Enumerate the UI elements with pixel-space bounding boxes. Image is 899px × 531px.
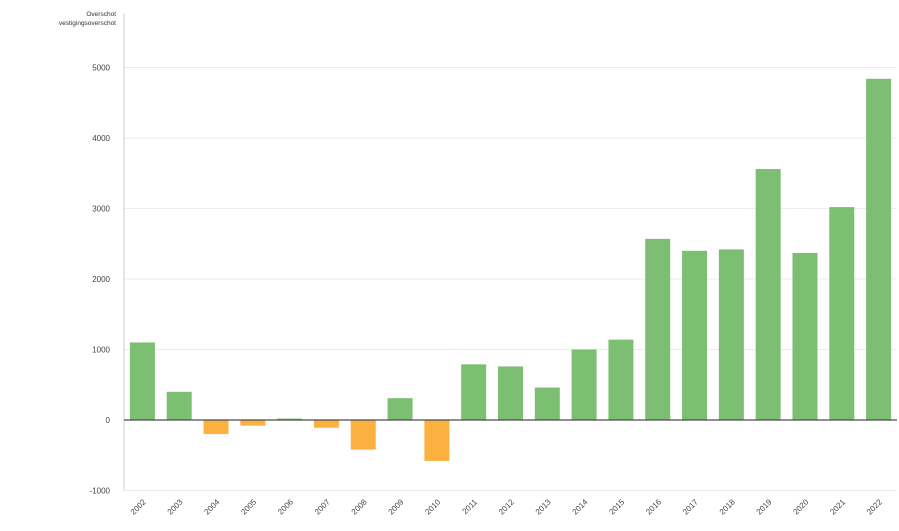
bar-2017	[682, 250, 708, 420]
x-tick-label: 2020	[791, 497, 810, 516]
y-axis-label-line: vestigingsoverschot	[59, 20, 116, 27]
bar-2019	[755, 169, 781, 420]
gridlines	[124, 67, 897, 491]
bar-2007	[313, 420, 339, 428]
bar-2004	[203, 420, 229, 435]
x-tick-label: 2006	[276, 497, 295, 516]
x-tick-label: 2017	[681, 497, 700, 516]
x-tick-label: 2008	[350, 497, 369, 516]
x-tick-label: 2015	[607, 497, 626, 516]
y-tick-label: 2000	[92, 275, 110, 284]
bar-2016	[645, 238, 671, 420]
bar-2010	[424, 420, 450, 461]
bar-2015	[608, 339, 634, 420]
x-tick-label: 2013	[534, 497, 553, 516]
x-tick-label: 2021	[828, 497, 847, 516]
y-tick-label: 0	[106, 416, 111, 425]
bar-2013	[534, 387, 560, 420]
x-tick-label: 2005	[239, 497, 258, 516]
y-tick-label: 4000	[92, 134, 110, 143]
bar-2009	[387, 398, 413, 420]
bar-2018	[718, 249, 744, 420]
bar-2021	[829, 207, 855, 420]
bar-2003	[166, 391, 192, 420]
bar-2005	[240, 420, 266, 426]
y-tick-label: 5000	[92, 64, 110, 73]
x-tick-label: 2009	[387, 497, 406, 516]
x-tick-label: 2003	[166, 497, 185, 516]
y-tick-label: 3000	[92, 205, 110, 214]
x-tick-label: 2018	[718, 497, 737, 516]
x-tick-label: 2019	[755, 497, 774, 516]
bar-2011	[461, 364, 487, 420]
x-tick-label: 2004	[202, 497, 221, 516]
bar-2012	[498, 366, 523, 420]
y-tick-label: -1000	[90, 487, 111, 496]
x-tick-label: 2012	[497, 497, 516, 516]
y-axis-label-line: Overschot	[86, 11, 116, 18]
bars	[129, 78, 892, 461]
bar-2014	[571, 349, 597, 420]
x-tick-label: 2010	[423, 497, 442, 516]
y-tick-label: 1000	[92, 346, 110, 355]
x-tick-labels: 2002 2003 2004 2005 2006 2007 2008 2009 2010 2011…	[129, 497, 885, 516]
bar-2008	[350, 420, 376, 450]
bar-2022	[866, 78, 892, 420]
bar-2006	[277, 418, 303, 420]
x-tick-label: 2002	[129, 497, 148, 516]
y-tick-labels: -1000 0 1000 2000 3000 4000 5000	[90, 64, 111, 496]
axes	[123, 13, 897, 491]
x-tick-label: 2014	[571, 497, 590, 516]
bar-2002	[129, 342, 155, 420]
x-tick-label: 2022	[865, 497, 884, 516]
y-axis-label: Overschot vestigingsoverschot	[59, 11, 116, 27]
bar-2020	[792, 252, 818, 420]
x-tick-label: 2007	[313, 497, 332, 516]
x-tick-label: 2016	[644, 497, 663, 516]
x-tick-label: 2011	[461, 497, 480, 516]
